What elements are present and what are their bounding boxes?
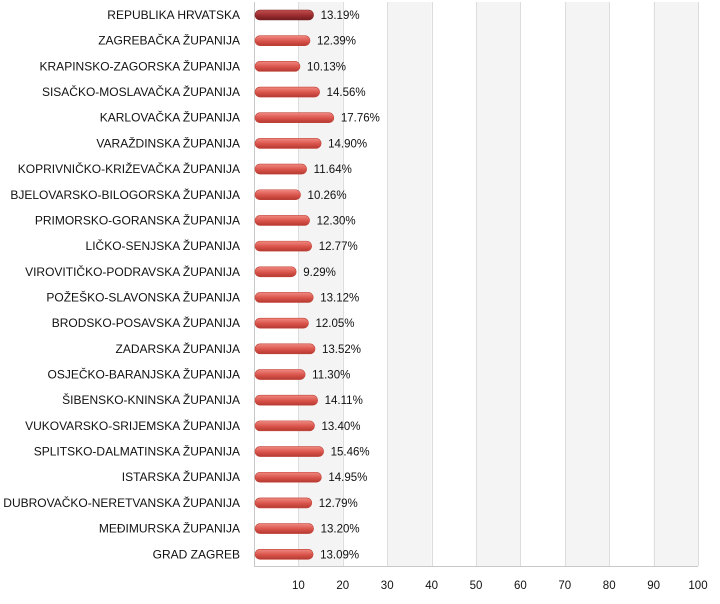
data-label: 14.95%: [328, 472, 367, 484]
bar: [254, 420, 315, 432]
bar: [254, 163, 307, 175]
category-label: KRAPINSKO-ZAGORSKA ŽUPANIJA: [40, 58, 240, 73]
data-label: 12.79%: [319, 498, 358, 510]
x-tick-label: 70: [558, 580, 571, 592]
x-tick-label: 90: [647, 580, 660, 592]
grid-group: [298, 2, 699, 566]
x-tick-labels: 10 20 30 40 50 60 70 80 90 100: [292, 580, 708, 592]
bar: [254, 548, 314, 560]
bar: [254, 446, 324, 457]
bar: [254, 138, 322, 149]
bar: [254, 61, 301, 72]
x-tick-label: 20: [336, 580, 349, 592]
bar: [254, 394, 318, 406]
x-tick-label: 60: [514, 580, 527, 592]
data-label: 13.19%: [321, 10, 360, 22]
bar: [254, 369, 306, 380]
bar: [254, 292, 314, 303]
category-label: KARLOVAČKA ŽUPANIJA: [100, 110, 240, 125]
category-label: MEĐIMURSKA ŽUPANIJA: [99, 521, 240, 536]
data-label: 13.12%: [320, 292, 359, 304]
data-label: 12.77%: [319, 241, 358, 253]
category-label: POŽEŠKO-SLAVONSKA ŽUPANIJA: [46, 289, 240, 304]
data-label: 15.46%: [331, 447, 370, 459]
category-label: KOPRIVNIČKO-KRIŽEVAČKA ŽUPANIJA: [18, 161, 240, 176]
data-label: 12.05%: [316, 318, 355, 330]
bar: [254, 86, 320, 98]
bar: [254, 471, 322, 483]
data-label: 9.29%: [303, 267, 336, 279]
grid-band: [564, 2, 610, 566]
data-label: 13.40%: [321, 421, 360, 433]
data-label: 12.39%: [317, 36, 356, 48]
category-label: DUBROVAČKO-NERETVANSKA ŽUPANIJA: [3, 495, 240, 510]
category-label: ZADARSKA ŽUPANIJA: [116, 341, 240, 356]
bar: [254, 266, 297, 278]
data-label: 14.90%: [328, 138, 367, 150]
category-label: SPLITSKO-DALMATINSKA ŽUPANIJA: [34, 444, 240, 459]
data-label: 11.64%: [314, 164, 352, 176]
category-label: OSJEČKO-BARANJSKA ŽUPANIJA: [48, 367, 241, 382]
x-tick-label: 50: [470, 580, 483, 592]
bar: [254, 497, 313, 509]
category-label: ZAGREBAČKA ŽUPANIJA: [98, 33, 240, 48]
bar: [254, 523, 314, 534]
bar: [254, 189, 301, 201]
data-label: 13.09%: [320, 549, 359, 561]
grid-band: [653, 2, 698, 566]
category-label: SISAČKO-MOSLAVAČKA ŽUPANIJA: [42, 84, 240, 99]
x-tick-label: 40: [425, 580, 438, 592]
data-label: 14.56%: [327, 87, 366, 99]
bar: [254, 35, 311, 46]
x-tick-label: 30: [381, 580, 394, 592]
bar: [254, 317, 309, 329]
data-label: 10.13%: [307, 61, 346, 73]
category-label: BJELOVARSKO-BILOGORSKA ŽUPANIJA: [10, 187, 240, 202]
x-tick-label: 10: [292, 580, 305, 592]
grid-band: [387, 2, 432, 566]
data-label: 13.20%: [321, 524, 360, 536]
data-label: 14.11%: [325, 395, 363, 407]
bar: [254, 9, 314, 21]
data-label: 10.26%: [308, 190, 347, 202]
category-label: LIČKO-SENJSKA ŽUPANIJA: [86, 238, 240, 253]
data-label: 12.30%: [317, 215, 356, 227]
category-label: ŠIBENSKO-KNINSKA ŽUPANIJA: [62, 392, 240, 407]
data-label: 13.52%: [322, 344, 361, 356]
category-label: ISTARSKA ŽUPANIJA: [122, 469, 240, 484]
category-label: PRIMORSKO-GORANSKA ŽUPANIJA: [35, 212, 240, 227]
category-label: VUKOVARSKO-SRIJEMSKA ŽUPANIJA: [25, 418, 240, 433]
bar: [254, 215, 310, 226]
category-label: REPUBLIKA HRVATSKA: [107, 8, 240, 22]
grid-band: [476, 2, 521, 566]
bars-group: REPUBLIKA HRVATSKA 13.19% ZAGREBAČKA ŽUPAN…: [3, 8, 380, 561]
data-label: 17.76%: [341, 113, 380, 125]
category-label: GRAD ZAGREB: [153, 547, 240, 561]
category-label: VARAŽDINSKA ŽUPANIJA: [96, 135, 240, 150]
x-tick-label: 80: [603, 580, 616, 592]
bar: [254, 240, 312, 252]
bar: [254, 112, 335, 124]
x-tick-label: 100: [688, 580, 707, 592]
bar: [254, 343, 316, 355]
category-label: BRODSKO-POSAVSKA ŽUPANIJA: [52, 315, 240, 330]
data-label: 11.30%: [312, 370, 350, 382]
category-label: VIROVITIČKO-PODRAVSKA ŽUPANIJA: [25, 264, 240, 279]
